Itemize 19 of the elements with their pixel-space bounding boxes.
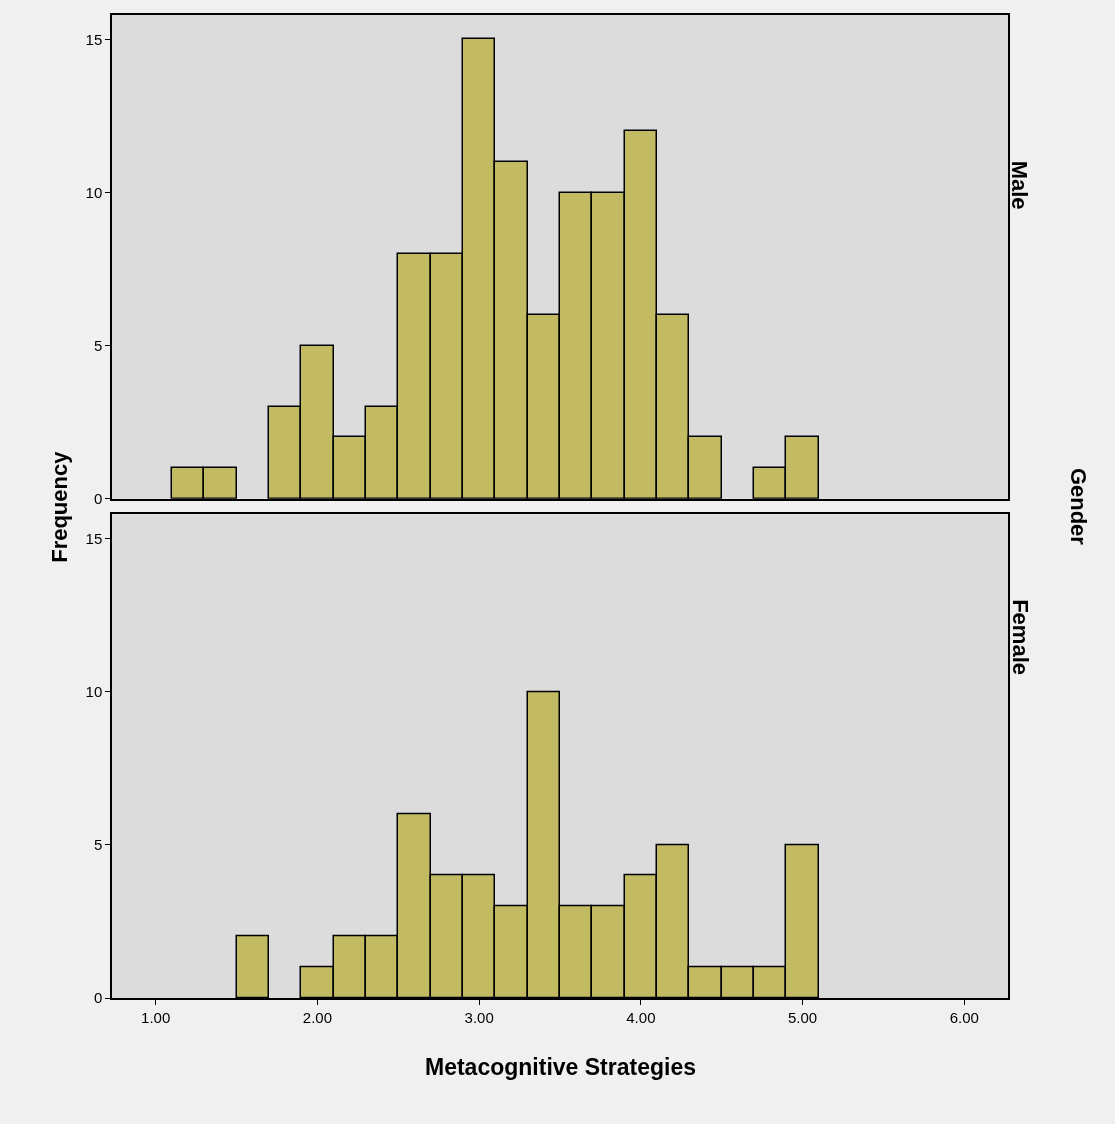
text: Male <box>1007 160 1033 210</box>
y-tick-label: 5 <box>93 836 103 854</box>
x-axis-title: Metacognitive Strategies <box>425 1054 696 1080</box>
x-tick-label: 1.00 <box>141 1008 171 1026</box>
y-tick-label: 15 <box>85 30 103 48</box>
y-axis-title: Frequency <box>46 450 72 563</box>
x-tick-label: 5.00 <box>788 1008 818 1026</box>
y-tick-label: 0 <box>93 989 103 1007</box>
x-tick-label: 2.00 <box>302 1008 332 1026</box>
y-tick-label: 10 <box>85 683 103 701</box>
y-tick-label: 5 <box>93 336 103 354</box>
y-tick-label: 0 <box>93 489 103 507</box>
x-tick-label: 4.00 <box>626 1008 656 1026</box>
x-tick-label: 6.00 <box>949 1008 979 1026</box>
y-tick-label: 15 <box>85 530 103 548</box>
x-tick-label: 3.00 <box>464 1008 494 1026</box>
text: Female <box>1007 599 1033 675</box>
y-tick-label: 10 <box>85 183 103 201</box>
text: Gender <box>1066 467 1092 546</box>
